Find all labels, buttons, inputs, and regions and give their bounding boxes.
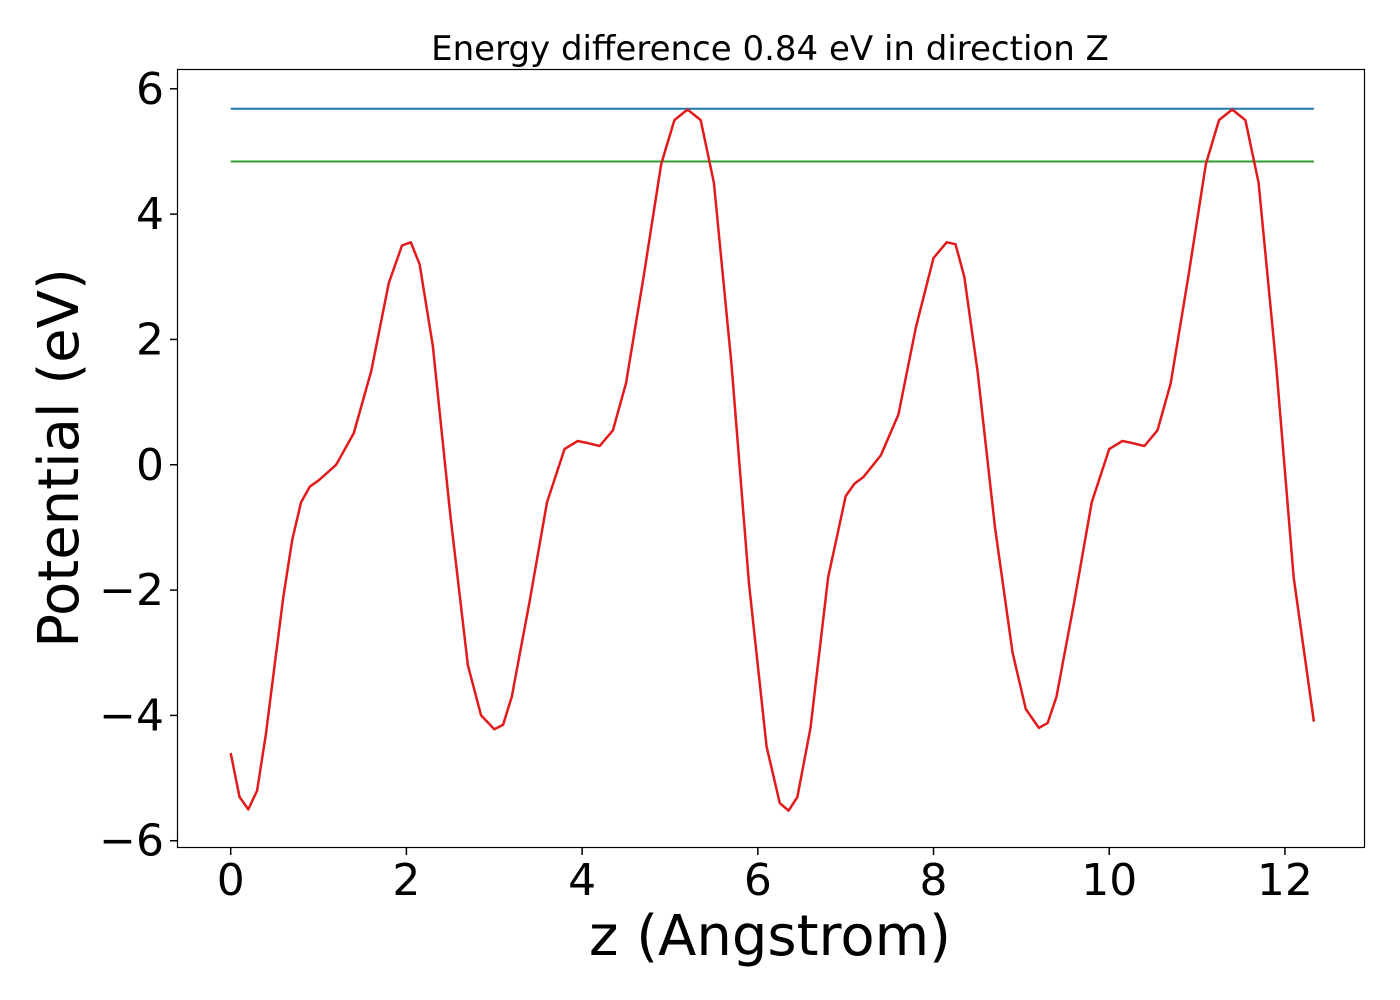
x-axis-ticks: 0 2 4 6 8 10 12 [217, 847, 1313, 906]
y-axis-ticks: −6 −4 −2 0 2 4 6 [99, 64, 178, 867]
y-tick-label: −4 [99, 690, 164, 741]
y-tick-label: 6 [136, 64, 164, 115]
y-tick-label: 4 [136, 189, 164, 240]
y-axis-label: Potential (eV) [27, 268, 92, 648]
y-tick-label: 0 [136, 440, 164, 491]
series-layer [229, 107, 1316, 812]
x-tick-label: 0 [217, 855, 245, 906]
x-tick-label: 8 [920, 855, 948, 906]
y-tick-label: −2 [99, 565, 164, 616]
x-tick-label: 2 [392, 855, 420, 906]
series-line-2 [229, 108, 1316, 812]
x-tick-label: 4 [568, 855, 596, 906]
x-axis-label: z (Angstrom) [589, 904, 951, 969]
y-tick-label: 2 [136, 314, 164, 365]
plot-frame [176, 68, 1366, 849]
chart-title: Energy difference 0.84 eV in direction Z [431, 29, 1109, 69]
y-tick-label: −6 [99, 816, 164, 867]
x-tick-label: 6 [744, 855, 772, 906]
x-tick-label: 12 [1257, 855, 1313, 906]
x-tick-label: 10 [1081, 855, 1137, 906]
